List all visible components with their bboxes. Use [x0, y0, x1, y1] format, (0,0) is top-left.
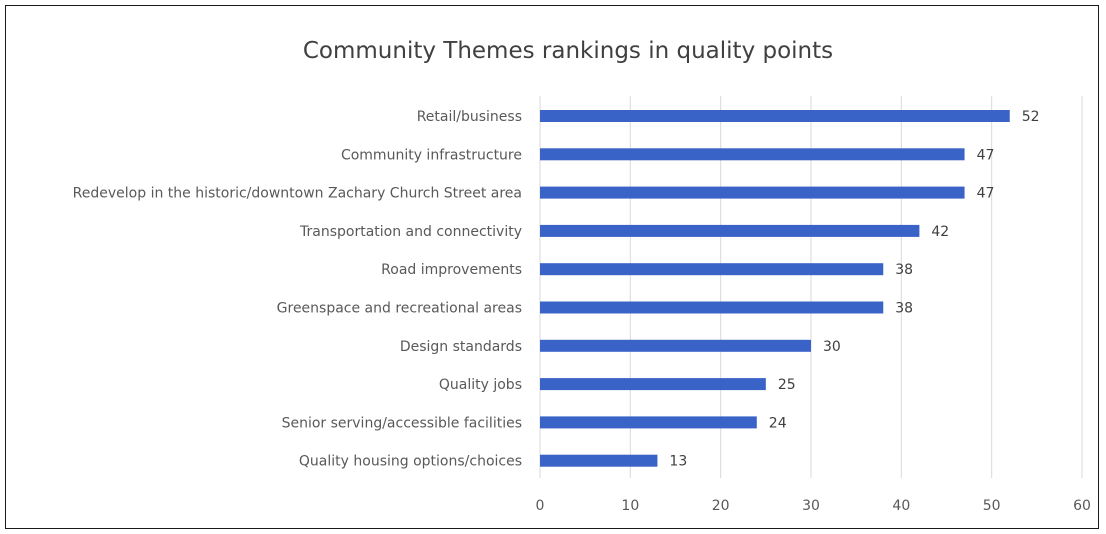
- chart-title: Community Themes rankings in quality poi…: [303, 38, 833, 64]
- category-label: Greenspace and recreational areas: [277, 301, 522, 317]
- bar: [540, 148, 965, 161]
- x-tick-label: 60: [1073, 498, 1091, 514]
- bar: [540, 339, 811, 352]
- category-labels: Retail/business Community infrastructure R…: [73, 109, 522, 470]
- category-label: Retail/business: [417, 109, 522, 125]
- bar: [540, 416, 757, 429]
- data-label: 42: [931, 224, 949, 240]
- category-label: Redevelop in the historic/downtown Zacha…: [73, 186, 522, 202]
- category-label: Quality jobs: [439, 377, 522, 393]
- bar: [540, 378, 766, 391]
- bar: [540, 186, 965, 199]
- bar: [540, 454, 658, 467]
- x-tick-label: 30: [802, 498, 820, 514]
- bar: [540, 110, 1010, 122]
- x-tick-label: 0: [536, 498, 545, 514]
- data-label: 47: [977, 186, 995, 202]
- category-label: Senior serving/accessible facilities: [282, 415, 522, 431]
- data-label: 47: [977, 147, 995, 163]
- bars: [540, 110, 1010, 467]
- bar: [540, 301, 884, 314]
- data-label: 38: [895, 262, 913, 278]
- bar: [540, 263, 884, 276]
- data-label: 24: [769, 415, 787, 431]
- x-tick-label: 20: [712, 498, 730, 514]
- x-tick-label: 50: [983, 498, 1001, 514]
- value-labels: 52 47 47 42 38 38 30 25 24 13: [669, 109, 1039, 470]
- data-label: 52: [1022, 109, 1040, 125]
- category-label: Quality housing options/choices: [299, 454, 522, 470]
- data-label: 30: [823, 339, 841, 355]
- category-label: Road improvements: [381, 262, 522, 278]
- category-label: Community infrastructure: [341, 147, 522, 163]
- data-label: 25: [778, 377, 796, 393]
- category-label: Design standards: [400, 339, 522, 355]
- bar: [540, 224, 920, 237]
- x-axis-ticks: 0 10 20 30 40 50 60: [536, 498, 1091, 514]
- x-tick-label: 10: [621, 498, 639, 514]
- x-tick-label: 40: [892, 498, 910, 514]
- data-label: 38: [895, 301, 913, 317]
- data-label: 13: [669, 454, 687, 470]
- category-label: Transportation and connectivity: [299, 224, 522, 240]
